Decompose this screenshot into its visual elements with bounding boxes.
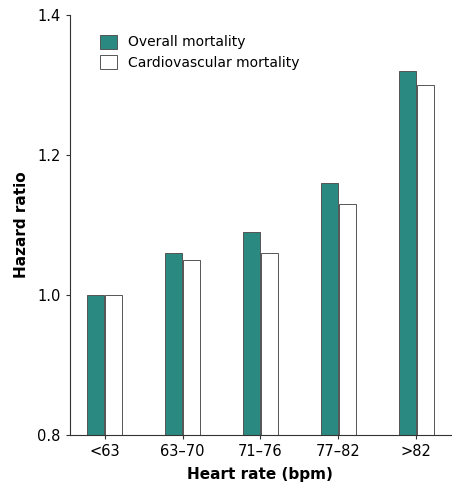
Bar xyxy=(165,253,182,435)
X-axis label: Heart rate (bpm): Heart rate (bpm) xyxy=(187,468,333,482)
Bar xyxy=(417,85,434,435)
Y-axis label: Hazard ratio: Hazard ratio xyxy=(14,172,29,278)
Bar xyxy=(321,183,338,435)
Bar xyxy=(243,232,260,435)
Bar xyxy=(339,204,356,435)
Bar xyxy=(261,253,278,435)
Bar xyxy=(87,295,104,435)
Bar xyxy=(105,295,122,435)
Legend: Overall mortality, Cardiovascular mortality: Overall mortality, Cardiovascular mortal… xyxy=(96,30,303,74)
Bar xyxy=(399,71,416,435)
Bar xyxy=(183,260,200,435)
